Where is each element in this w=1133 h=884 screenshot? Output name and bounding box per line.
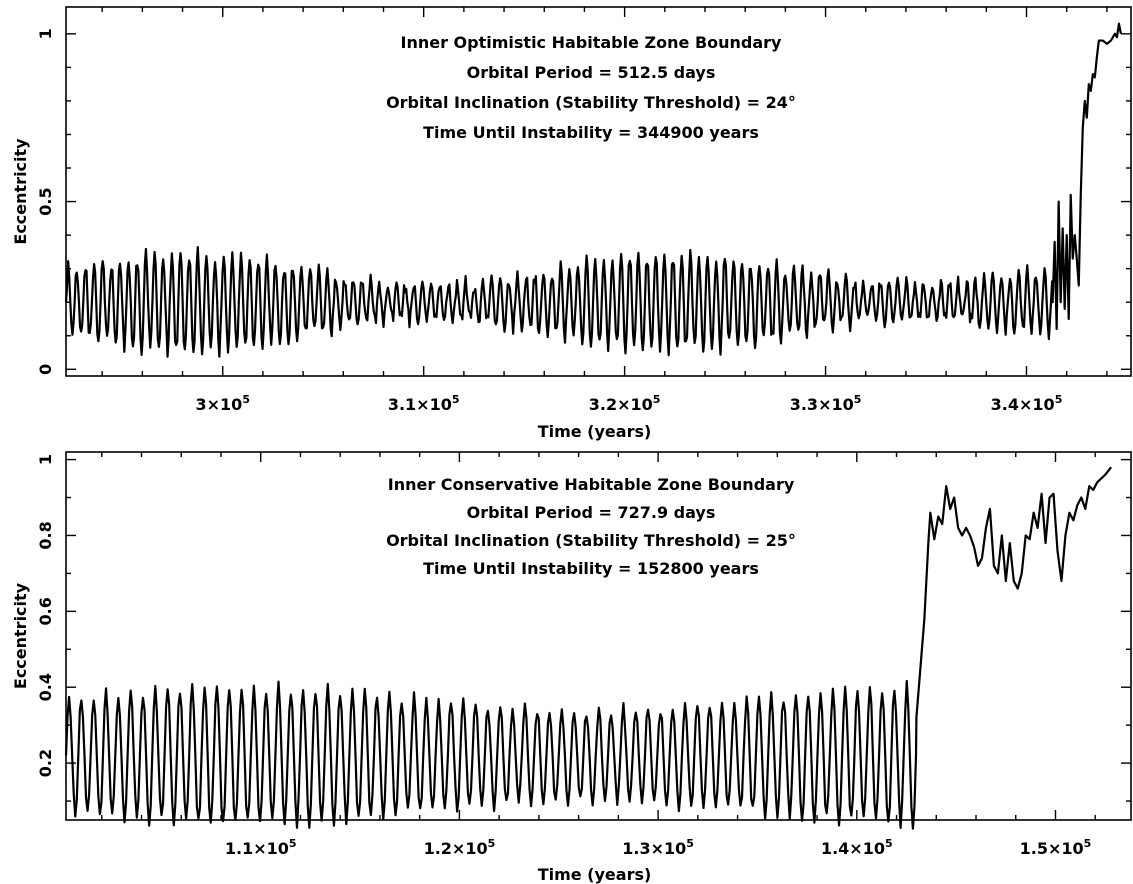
annotation-line-3: Orbital Inclination (Stability Threshold… <box>386 531 796 550</box>
y-tick-label: 0 <box>36 364 55 375</box>
annotation-line-3: Orbital Inclination (Stability Threshold… <box>386 93 796 112</box>
x-tick-label: 3×105 <box>196 393 250 414</box>
annotation-line-2: Orbital Period = 727.9 days <box>467 503 716 522</box>
x-tick-label: 3.4×105 <box>991 393 1063 414</box>
y-axis-title: Eccentricity <box>11 582 30 689</box>
x-tick-label: 1.1×105 <box>225 837 297 858</box>
y-tick-label: 0.2 <box>36 749 55 777</box>
eccentricity-series <box>64 466 1112 830</box>
x-tick-label: 1.4×105 <box>821 837 893 858</box>
y-tick-label: 0.5 <box>36 187 55 215</box>
y-axis-title: Eccentricity <box>11 138 30 245</box>
annotation-line-4: Time Until Instability = 344900 years <box>423 123 759 142</box>
x-tick-label: 3.2×105 <box>589 393 661 414</box>
annotation-line-1: Inner Conservative Habitable Zone Bounda… <box>388 475 795 494</box>
y-tick-label: 0.6 <box>36 597 55 625</box>
x-tick-label: 3.3×105 <box>790 393 862 414</box>
y-tick-label: 1 <box>36 454 55 465</box>
x-tick-label: 1.5×105 <box>1020 837 1092 858</box>
y-tick-label: 1 <box>36 28 55 39</box>
y-tick-label: 0.4 <box>36 673 55 701</box>
chart-panel-2: 1.1×105 1.2×105 1.3×105 1.4×105 1.5×105 0.2 0.… <box>11 451 1132 884</box>
x-axis-title: Time (years) <box>538 865 652 884</box>
annotation-line-1: Inner Optimistic Habitable Zone Boundary <box>401 33 783 52</box>
eccentricity-series <box>64 22 1123 358</box>
plot-frame <box>65 6 1132 377</box>
annotation-line-4: Time Until Instability = 152800 years <box>423 559 759 578</box>
annotation-line-2: Orbital Period = 512.5 days <box>467 63 716 82</box>
x-axis-title: Time (years) <box>538 422 652 441</box>
x-tick-label: 3.1×105 <box>388 393 460 414</box>
plot-frame <box>65 451 1132 821</box>
y-tick-label: 0.8 <box>36 521 55 549</box>
chart-panel-1: 3×105 3.1×105 3.2×105 3.3×105 3.4×105 0 0.5 1 Ti… <box>11 6 1132 441</box>
x-tick-label: 1.2×105 <box>424 837 496 858</box>
x-tick-label: 1.3×105 <box>622 837 694 858</box>
